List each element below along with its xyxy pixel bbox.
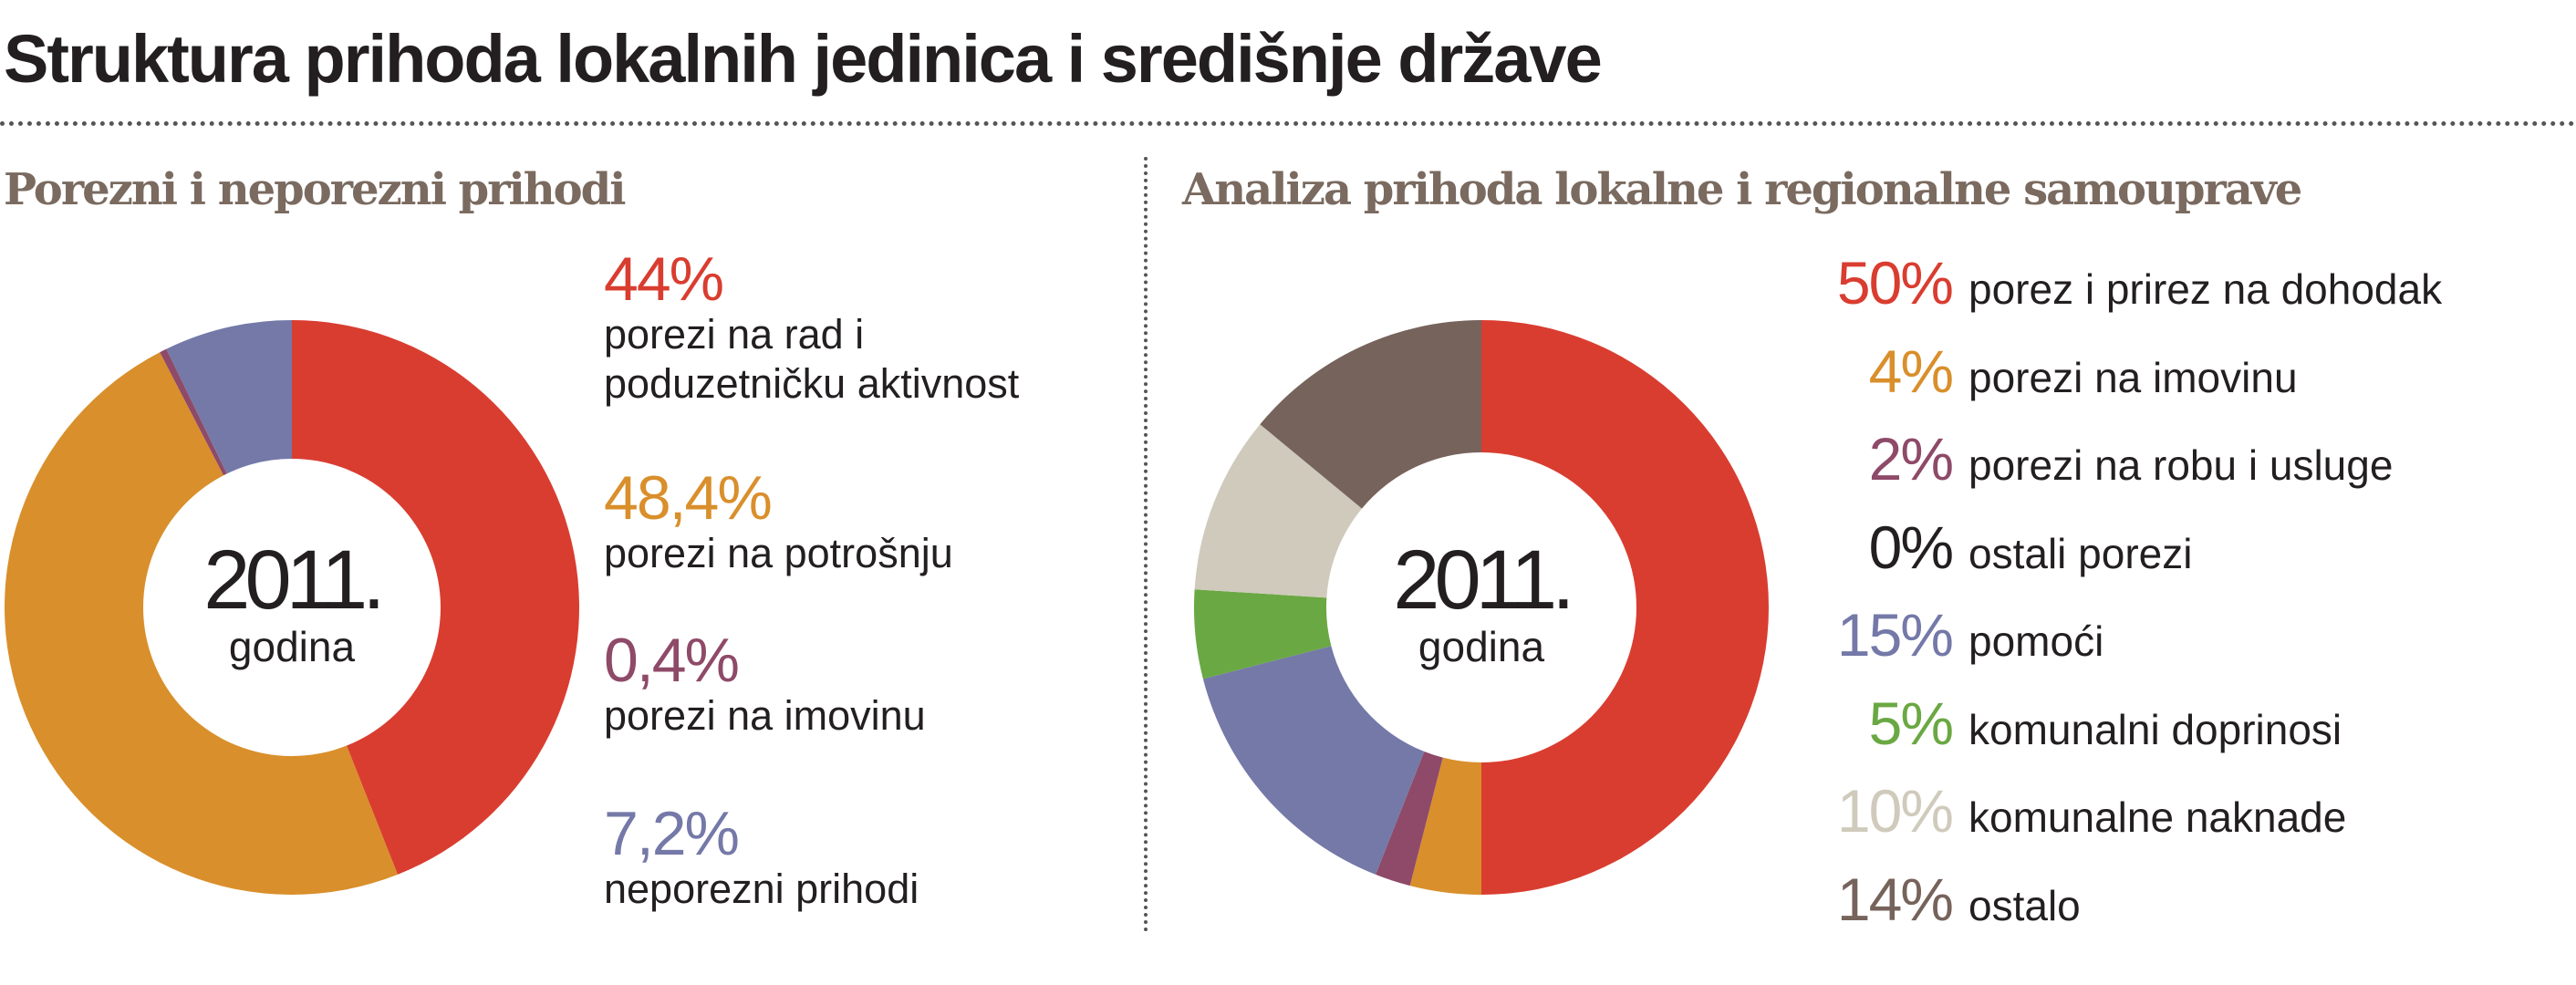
legend-label: komunalni doprinosi bbox=[1968, 705, 2342, 753]
legend-percent: 44% bbox=[604, 244, 724, 314]
center-year: 2011. bbox=[1393, 534, 1574, 627]
legend-percent: 5% bbox=[1868, 689, 1954, 757]
legend-item: 5% komunalni doprinosi bbox=[1733, 689, 2342, 757]
donut-slice-1-4 bbox=[1202, 646, 1425, 875]
legend-percent: 0,4% bbox=[604, 626, 740, 695]
legend-label: komunalne naknade bbox=[1968, 793, 2347, 841]
legend-percent: 48,4% bbox=[604, 463, 773, 533]
left-chart-title: Porezni i neporezni prihodi bbox=[4, 164, 626, 215]
donut-slice-1-7 bbox=[1260, 320, 1481, 509]
legend-percent: 14% bbox=[1836, 865, 1954, 933]
center-caption: godina bbox=[1418, 623, 1545, 670]
legend-item: 15% pomoći bbox=[1733, 600, 2104, 669]
left-center-label: 2011. godina bbox=[155, 538, 429, 672]
legend-item: 0% ostali porezi bbox=[1733, 513, 2193, 581]
legend-item: 44% porezi na rad i poduzetničku aktivnos… bbox=[604, 248, 1019, 409]
center-caption: godina bbox=[228, 623, 356, 670]
legend-percent: 2% bbox=[1868, 425, 1954, 493]
donut-slice-1-0 bbox=[1481, 320, 1769, 895]
legend-percent: 7,2% bbox=[604, 799, 740, 868]
legend-label: porezi na rad i poduzetničku aktivnost bbox=[604, 311, 1020, 407]
legend-item: 50% porez i prirez na dohodak bbox=[1733, 248, 2443, 316]
donut-slice-1-1 bbox=[1409, 757, 1481, 895]
legend-item: 14% ostalo bbox=[1733, 865, 2081, 933]
donut-slice-0-0 bbox=[292, 320, 579, 875]
donut-slice-1-2 bbox=[1376, 752, 1443, 886]
right-center-label: 2011. godina bbox=[1345, 538, 1618, 672]
donut-slice-0-2 bbox=[160, 348, 227, 476]
legend-label: ostalo bbox=[1968, 881, 2081, 929]
donut-slice-1-5 bbox=[1194, 589, 1332, 679]
legend-item: 0,4% porezi na imovinu bbox=[604, 629, 926, 741]
legend-percent: 50% bbox=[1836, 249, 1954, 316]
legend-label: porezi na imovinu bbox=[1968, 353, 2298, 401]
legend-label: porez i prirez na dohodak bbox=[1968, 265, 2443, 313]
legend-item: 48,4% porezi na potrošnju bbox=[604, 467, 953, 578]
center-year: 2011. bbox=[203, 534, 385, 627]
donut-slice-0-1 bbox=[5, 352, 398, 895]
legend-item: 10% komunalne naknade bbox=[1733, 776, 2347, 845]
legend-percent: 4% bbox=[1868, 337, 1954, 405]
legend-label: ostali porezi bbox=[1968, 529, 2193, 577]
donut-slice-1-6 bbox=[1194, 424, 1363, 598]
legend-label: porezi na potrošnju bbox=[604, 530, 953, 576]
page-title: Struktura prihoda lokalnih jedinica i sr… bbox=[4, 21, 1603, 97]
legend-percent: 0% bbox=[1868, 513, 1954, 581]
legend-item: 4% porezi na imovinu bbox=[1733, 337, 2298, 405]
legend-item: 2% porezi na robu i usluge bbox=[1733, 424, 2394, 493]
legend-item: 7,2% neporezni prihodi bbox=[604, 803, 919, 914]
right-chart-title: Analiza prihoda lokalne i regionalne sam… bbox=[1182, 164, 2302, 215]
dotted-divider-horizontal bbox=[0, 121, 2576, 126]
donut-slice-0-3 bbox=[166, 320, 292, 474]
legend-label: porezi na imovinu bbox=[604, 692, 926, 739]
legend-label: neporezni prihodi bbox=[604, 866, 919, 912]
legend-percent: 15% bbox=[1836, 601, 1954, 669]
dotted-divider-vertical bbox=[1144, 157, 1148, 932]
legend-label: pomoći bbox=[1968, 617, 2104, 665]
legend-percent: 10% bbox=[1836, 777, 1954, 845]
legend-label: porezi na robu i usluge bbox=[1968, 441, 2394, 489]
